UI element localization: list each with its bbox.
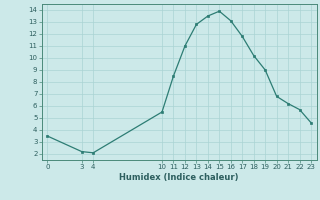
X-axis label: Humidex (Indice chaleur): Humidex (Indice chaleur) bbox=[119, 173, 239, 182]
